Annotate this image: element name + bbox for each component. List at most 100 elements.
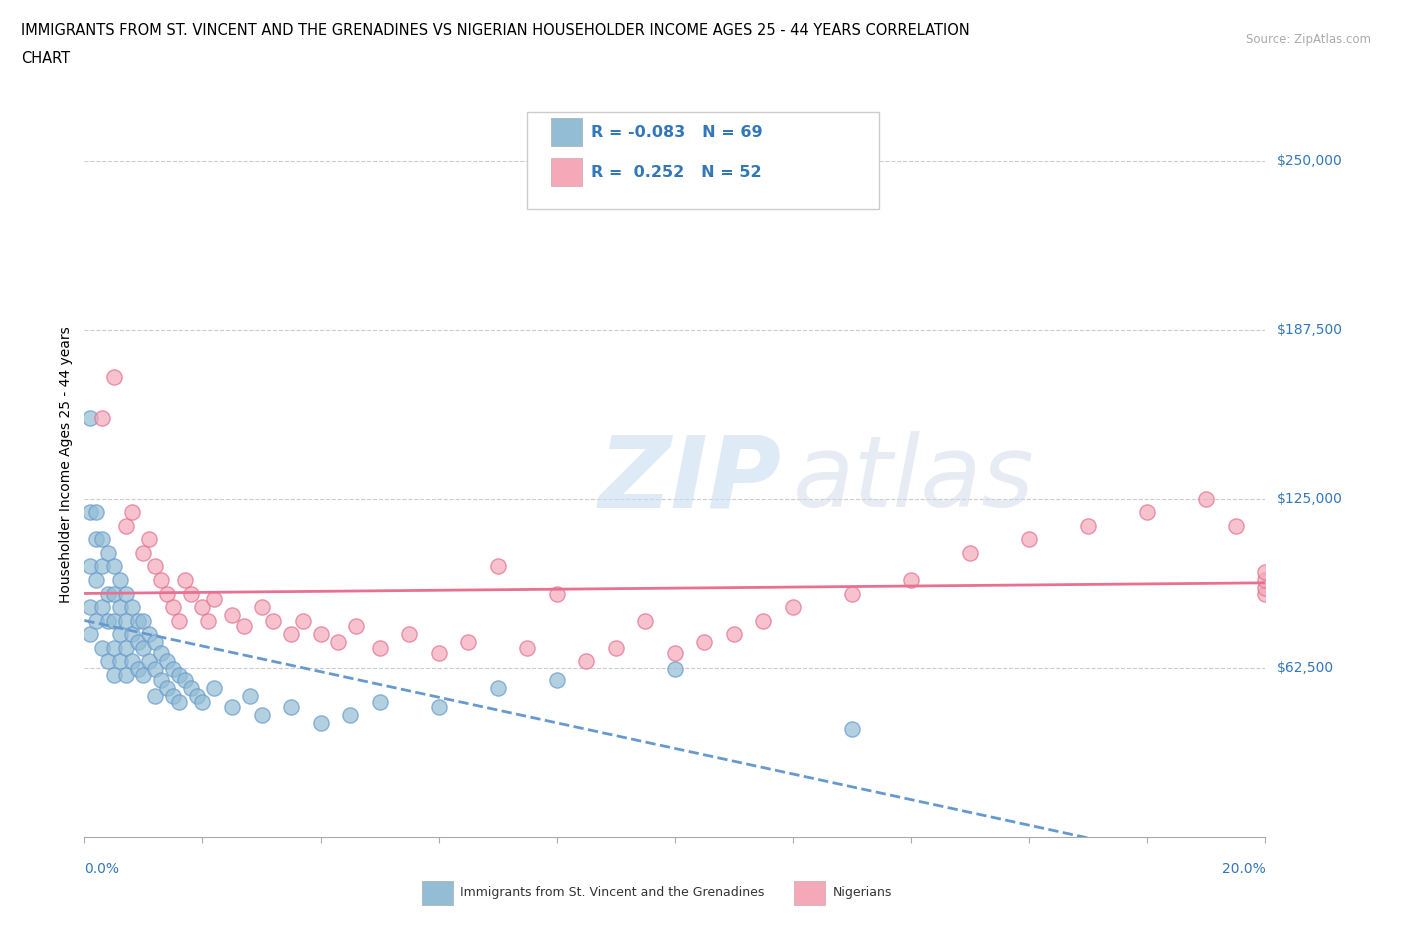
Text: Immigrants from St. Vincent and the Grenadines: Immigrants from St. Vincent and the Gren… [460,886,763,899]
Point [1225,518,1247,533]
Point [180,586,202,601]
Point [782,600,804,615]
Point [79,600,101,615]
Point [114,667,136,682]
Point [132,667,155,682]
Point [186,689,208,704]
Point [250,600,273,615]
Point [173,573,195,588]
Point [150,573,173,588]
Point [280,627,302,642]
Text: atlas: atlas [793,432,1035,528]
Point [173,672,195,687]
Point [693,635,716,650]
Point [191,695,214,710]
Text: $250,000: $250,000 [1277,153,1343,167]
Point [309,627,332,642]
Point [180,681,202,696]
Point [156,681,179,696]
Point [103,369,125,384]
Point [309,716,332,731]
Point [79,410,101,425]
Point [127,613,149,628]
Point [162,662,184,677]
Point [427,699,450,714]
Point [291,613,314,628]
Point [121,627,143,642]
Point [516,640,538,655]
Point [546,586,568,601]
Point [91,532,114,547]
Point [114,586,136,601]
Text: R = -0.083   N = 69: R = -0.083 N = 69 [591,125,762,140]
Point [162,689,184,704]
Point [150,645,173,660]
Point [900,573,922,588]
Point [162,600,184,615]
Point [121,654,143,669]
Point [427,645,450,660]
Point [138,627,160,642]
Point [79,559,101,574]
Point [250,708,273,723]
Point [339,708,361,723]
Point [103,667,125,682]
Point [114,613,136,628]
Point [723,627,745,642]
Text: $187,500: $187,500 [1277,323,1343,337]
Point [150,672,173,687]
Point [79,505,101,520]
Text: Source: ZipAtlas.com: Source: ZipAtlas.com [1246,33,1371,46]
Point [221,699,243,714]
Point [108,654,131,669]
Point [1254,573,1277,588]
Point [239,689,262,704]
Point [167,613,190,628]
Point [221,607,243,622]
Point [575,654,598,669]
Point [143,559,166,574]
Point [191,600,214,615]
Point [91,559,114,574]
Text: R =  0.252   N = 52: R = 0.252 N = 52 [591,165,761,179]
Point [103,559,125,574]
Point [1077,518,1099,533]
Point [167,667,190,682]
Point [97,586,120,601]
Point [634,613,657,628]
Point [97,654,120,669]
Point [91,640,114,655]
Point [1254,565,1277,579]
Text: 0.0%: 0.0% [84,862,120,876]
Point [156,654,179,669]
Point [1254,586,1277,601]
Point [84,613,107,628]
Point [197,613,219,628]
Point [138,532,160,547]
Point [143,662,166,677]
Point [114,518,136,533]
Point [127,635,149,650]
Point [398,627,420,642]
Point [121,600,143,615]
Point [368,640,391,655]
Text: $62,500: $62,500 [1277,661,1334,675]
Point [84,532,107,547]
Point [108,600,131,615]
Point [202,681,225,696]
Point [143,689,166,704]
Point [91,410,114,425]
Point [114,640,136,655]
Point [103,640,125,655]
Text: 20.0%: 20.0% [1222,862,1265,876]
Point [108,573,131,588]
Point [959,546,981,561]
Point [84,505,107,520]
Point [91,600,114,615]
Point [97,546,120,561]
Point [841,722,863,737]
Point [1018,532,1040,547]
Text: ZIP: ZIP [598,432,782,528]
Text: CHART: CHART [21,51,70,66]
Point [103,613,125,628]
